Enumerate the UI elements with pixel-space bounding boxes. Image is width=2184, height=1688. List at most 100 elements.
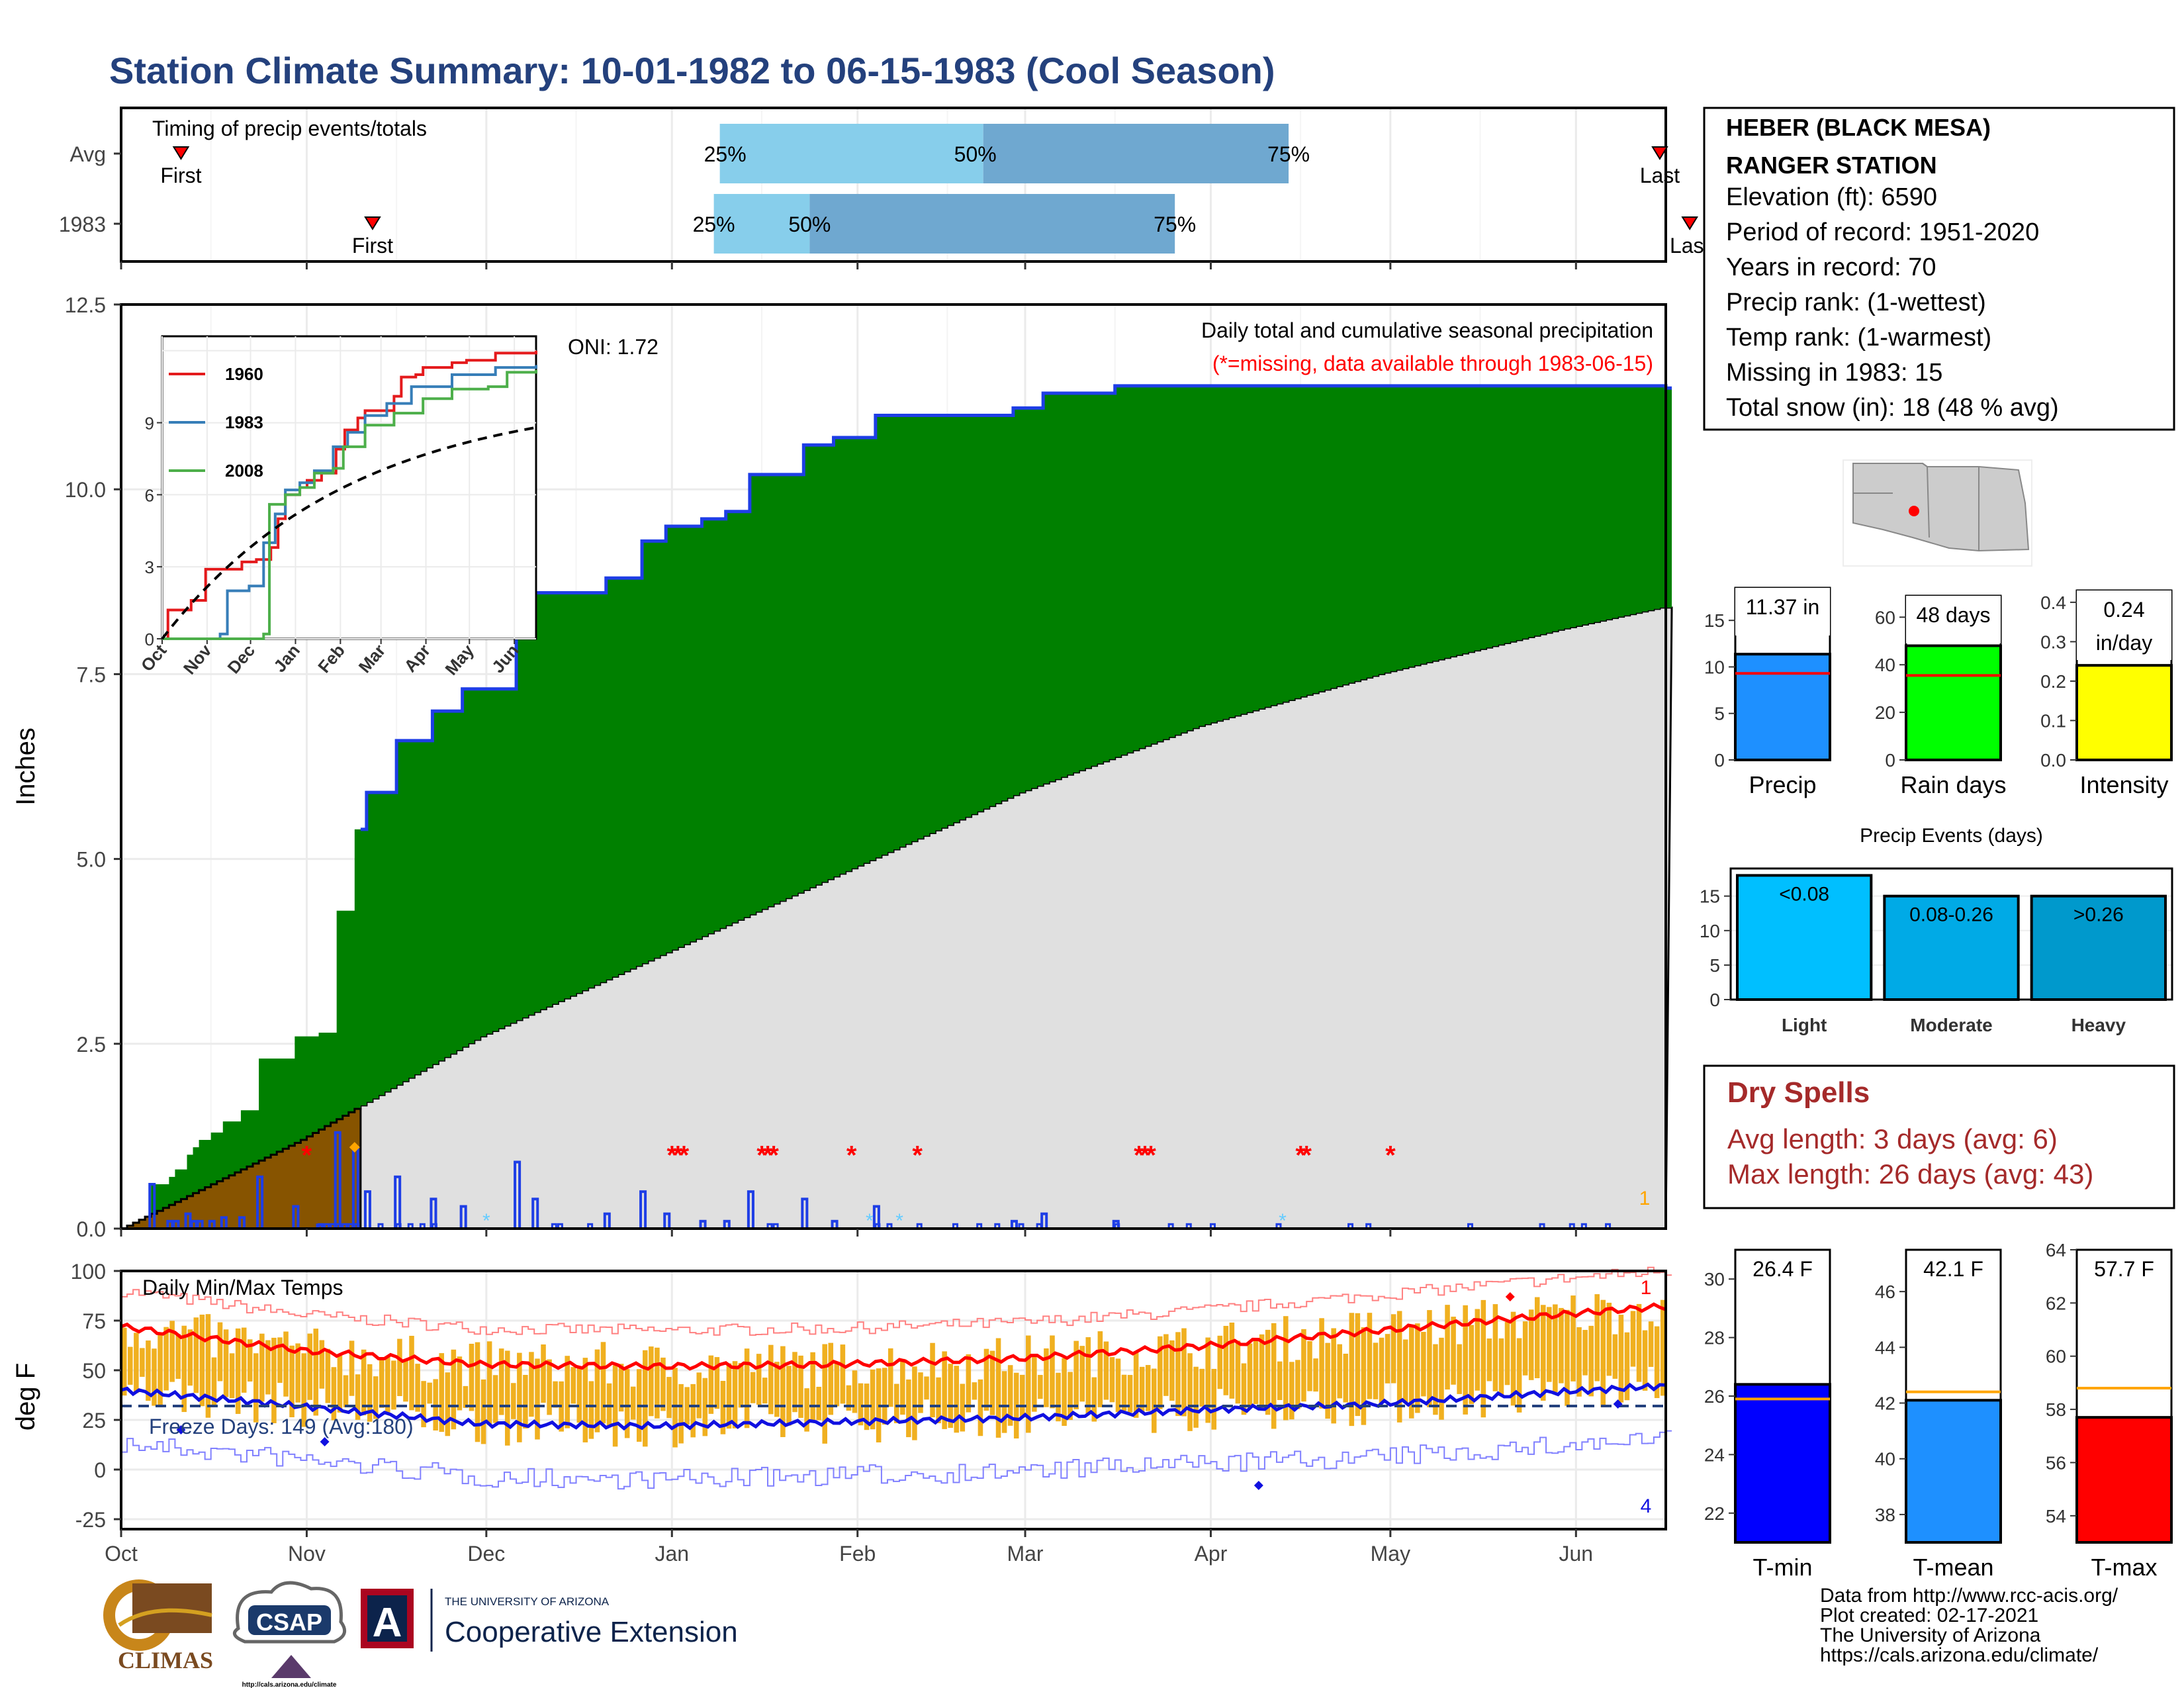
daily-temp-bar <box>427 1382 432 1404</box>
daily-temp-bar <box>834 1362 840 1407</box>
daily-temp-bar <box>588 1381 594 1439</box>
daily-temp-bar <box>1259 1334 1265 1408</box>
footer-line: Plot created: 02-17-2021 <box>1820 1605 2038 1626</box>
value-label-bg <box>1906 596 2001 643</box>
daily-temp-bar <box>541 1344 546 1403</box>
snow-marker: * <box>482 1210 490 1232</box>
timing-p75-label: 75% <box>1154 212 1196 236</box>
missing-marker: * <box>912 1141 923 1170</box>
precip-ytick-label: 0.0 <box>77 1217 106 1241</box>
ua-line1: THE UNIVERSITY OF ARIZONA <box>445 1595 610 1608</box>
temp-ytick-label: 0 <box>94 1458 106 1482</box>
temp-ytick-label: 100 <box>71 1260 106 1284</box>
event-bar <box>1883 894 2020 1001</box>
daily-temp-bar <box>1253 1340 1259 1405</box>
daily-temp-bar <box>1109 1357 1115 1403</box>
bar-ytick-label: 28 <box>1704 1328 1725 1348</box>
missing-marker: * <box>768 1141 779 1170</box>
timing-p25-label: 25% <box>704 142 747 166</box>
daily-temp-bar <box>1283 1316 1289 1421</box>
daily-temp-bar <box>696 1372 702 1419</box>
daily-temp-bar <box>1265 1329 1271 1415</box>
daily-temp-bar <box>900 1358 905 1415</box>
daily-temp-bar <box>1409 1326 1414 1419</box>
bar-ytick-label: 0.1 <box>2040 710 2066 731</box>
event-bar <box>2030 894 2167 1001</box>
inset-legend-label: 1960 <box>225 364 263 384</box>
daily-temp-bar <box>1127 1375 1133 1413</box>
bar-ytick-label: 44 <box>1875 1337 1895 1358</box>
daily-temp-bar <box>331 1367 337 1421</box>
month-label: Apr <box>1195 1542 1228 1566</box>
daily-temp-bar <box>1433 1344 1438 1415</box>
temp-corner-top: 1 <box>1641 1277 1652 1299</box>
daily-temp-bar <box>343 1375 349 1407</box>
daily-temp-bar <box>894 1383 899 1423</box>
bar-ytick-label: 22 <box>1704 1503 1725 1524</box>
bar-ytick-label: 60 <box>1875 607 1895 628</box>
daily-temp-bar <box>1121 1374 1127 1411</box>
inset-line-1960 <box>162 350 537 640</box>
bar-ytick-label: 0.4 <box>2040 592 2066 613</box>
station-info-line: Temp rank: (1-warmest) <box>1726 324 1991 352</box>
daily-temp-bar <box>1624 1332 1630 1401</box>
daily-temp-bar <box>134 1333 139 1393</box>
inset-line-2008 <box>162 369 537 640</box>
daily-temp-bar <box>1133 1351 1139 1418</box>
daily-temp-bar <box>678 1383 684 1444</box>
missing-marker: * <box>1140 1141 1150 1170</box>
daily-temp-bar <box>822 1344 827 1444</box>
cumulative-1983-surplus-area <box>121 385 1672 1229</box>
precip-ytick-label: 10.0 <box>65 478 106 502</box>
dry-frame <box>1703 1064 2175 1209</box>
summary-bars: 0 5 10 15 Precip 11.37 in 0 20 40 60 Rain days 48 d… <box>1704 586 2173 798</box>
daily-temp-bar <box>301 1353 306 1427</box>
daily-temp-bar <box>523 1374 528 1429</box>
events-ytick-label: 15 <box>1700 886 1720 907</box>
missing-marker: * <box>1146 1141 1156 1170</box>
temp-bar-value-label: 26.4 F <box>1752 1257 1813 1281</box>
daily-temp-bar <box>313 1329 319 1416</box>
temp-bar-value-label: 57.7 F <box>2094 1257 2154 1281</box>
daily-temp-bar <box>1307 1340 1312 1391</box>
daily-temp-bar <box>1044 1348 1049 1407</box>
bar-ytick-label: 58 <box>2046 1399 2066 1420</box>
station-location-dot <box>1909 506 1919 516</box>
cumulative-1983-line <box>360 384 1672 831</box>
daily-temp-bar <box>726 1363 732 1429</box>
daily-temp-bar <box>1026 1335 1031 1433</box>
daily-temp-bar <box>193 1317 199 1393</box>
record-low-marker <box>1613 1399 1623 1409</box>
daily-temp-bar <box>1576 1327 1582 1397</box>
daily-temp-bar <box>1559 1307 1564 1383</box>
daily-temp-bar <box>774 1362 780 1417</box>
daily-temp-bar <box>1169 1340 1175 1401</box>
inset-ytick: 6 <box>145 485 154 505</box>
climas-logo-text: CLIMAS <box>118 1647 213 1673</box>
bar-ytick-label: 0.3 <box>2040 632 2066 652</box>
csap-badge <box>248 1605 331 1635</box>
events-title: Precip Events (days) <box>1860 825 2043 847</box>
daily-temp-bar <box>187 1329 193 1386</box>
station-info-line: Precip rank: (1-wettest) <box>1726 289 1986 316</box>
daily-temp-bar <box>319 1340 325 1389</box>
daily-temp-bar <box>1247 1343 1253 1407</box>
temp-ytick-label: -25 <box>75 1508 106 1532</box>
station-name-line1: HEBER (BLACK MESA) <box>1726 114 1991 141</box>
inset-ytick: 9 <box>145 414 154 434</box>
daily-temp-bar <box>1594 1294 1600 1382</box>
daily-temp-bar <box>1145 1365 1151 1411</box>
timing-bar-25-50 <box>719 124 983 183</box>
ua-line2: Cooperative Extension <box>445 1616 738 1648</box>
daily-temp-bar <box>1313 1358 1318 1392</box>
daily-temp-bar <box>211 1357 217 1407</box>
event-bar <box>1736 874 1873 1001</box>
daily-temp-bar <box>702 1378 708 1436</box>
daily-temp-bar <box>660 1357 666 1411</box>
bar-value-label: 48 days <box>1916 603 1990 627</box>
month-label: Jan <box>655 1542 689 1566</box>
precip-ytick-label: 7.5 <box>77 663 106 686</box>
timing-frame <box>120 107 1667 263</box>
daily-temp-bar <box>1510 1311 1516 1406</box>
snow-marker: * <box>866 1210 874 1232</box>
